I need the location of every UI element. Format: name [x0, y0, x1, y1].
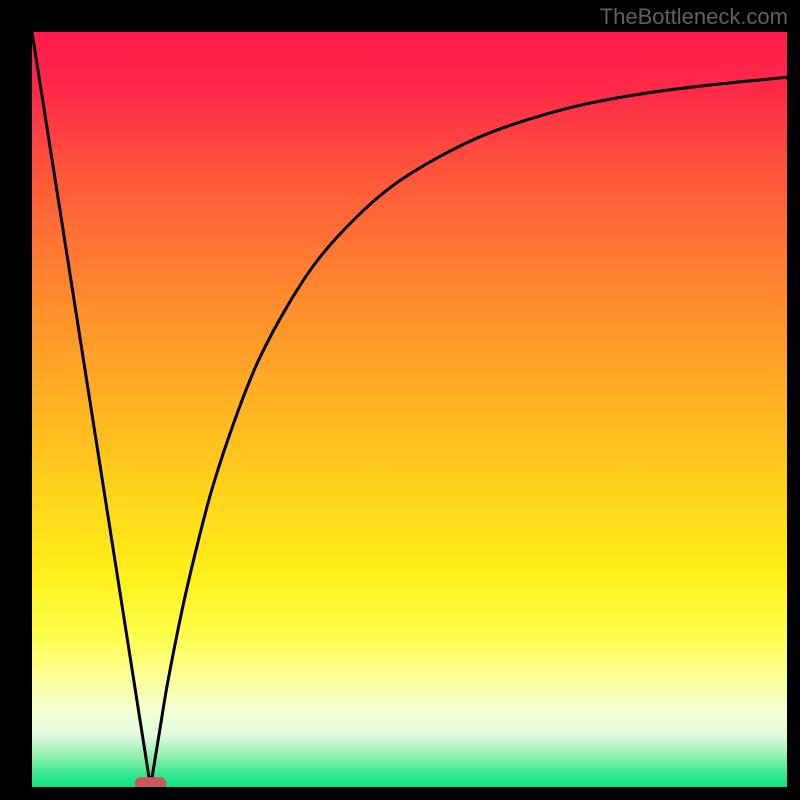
minimum-marker — [135, 777, 167, 787]
watermark-text: TheBottleneck.com — [600, 4, 788, 30]
plot-area — [32, 32, 787, 787]
gradient-background — [32, 32, 787, 787]
chart-container: TheBottleneck.com — [0, 0, 800, 800]
